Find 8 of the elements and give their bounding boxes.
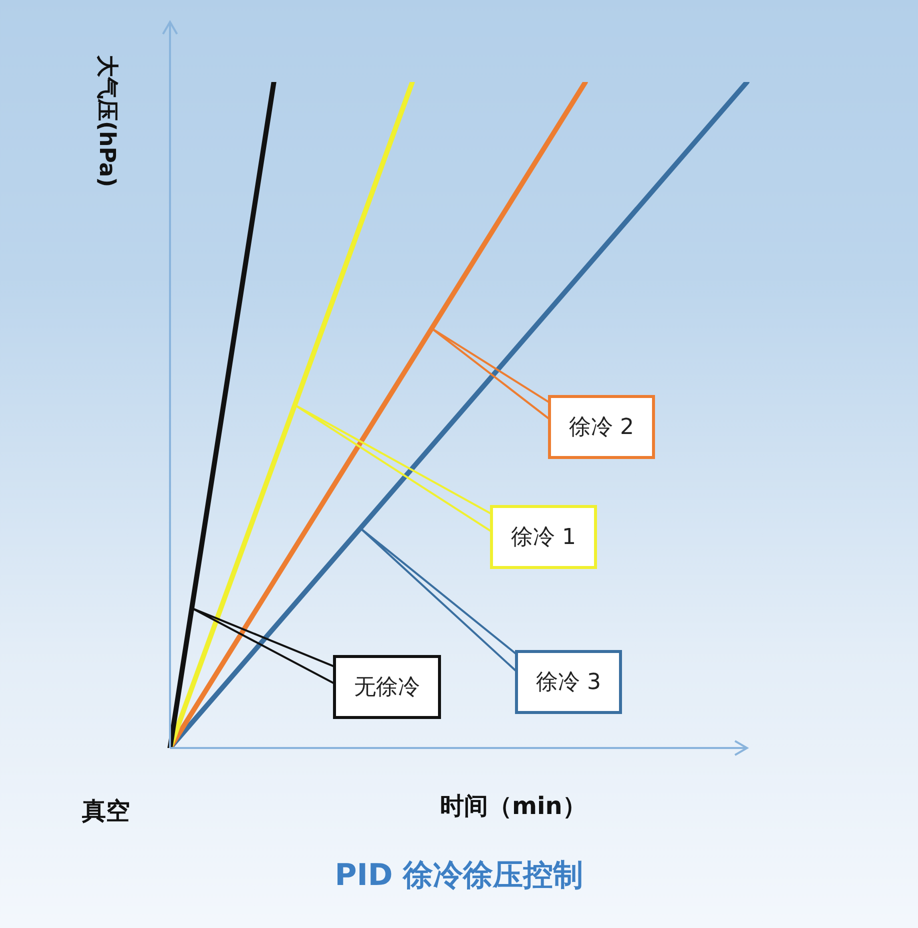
- x-axis-title: 时间（min）: [440, 791, 586, 822]
- text: PID 徐冷徐压控制: [334, 857, 584, 895]
- text: 徐冷 1: [490, 505, 597, 569]
- text: 无徐冷: [333, 655, 441, 719]
- text: 徐冷 3: [515, 650, 622, 714]
- text: 真空: [82, 796, 130, 827]
- y-axis-title: 大气压(hPa): [93, 55, 120, 188]
- text: 徐冷 2: [548, 395, 655, 459]
